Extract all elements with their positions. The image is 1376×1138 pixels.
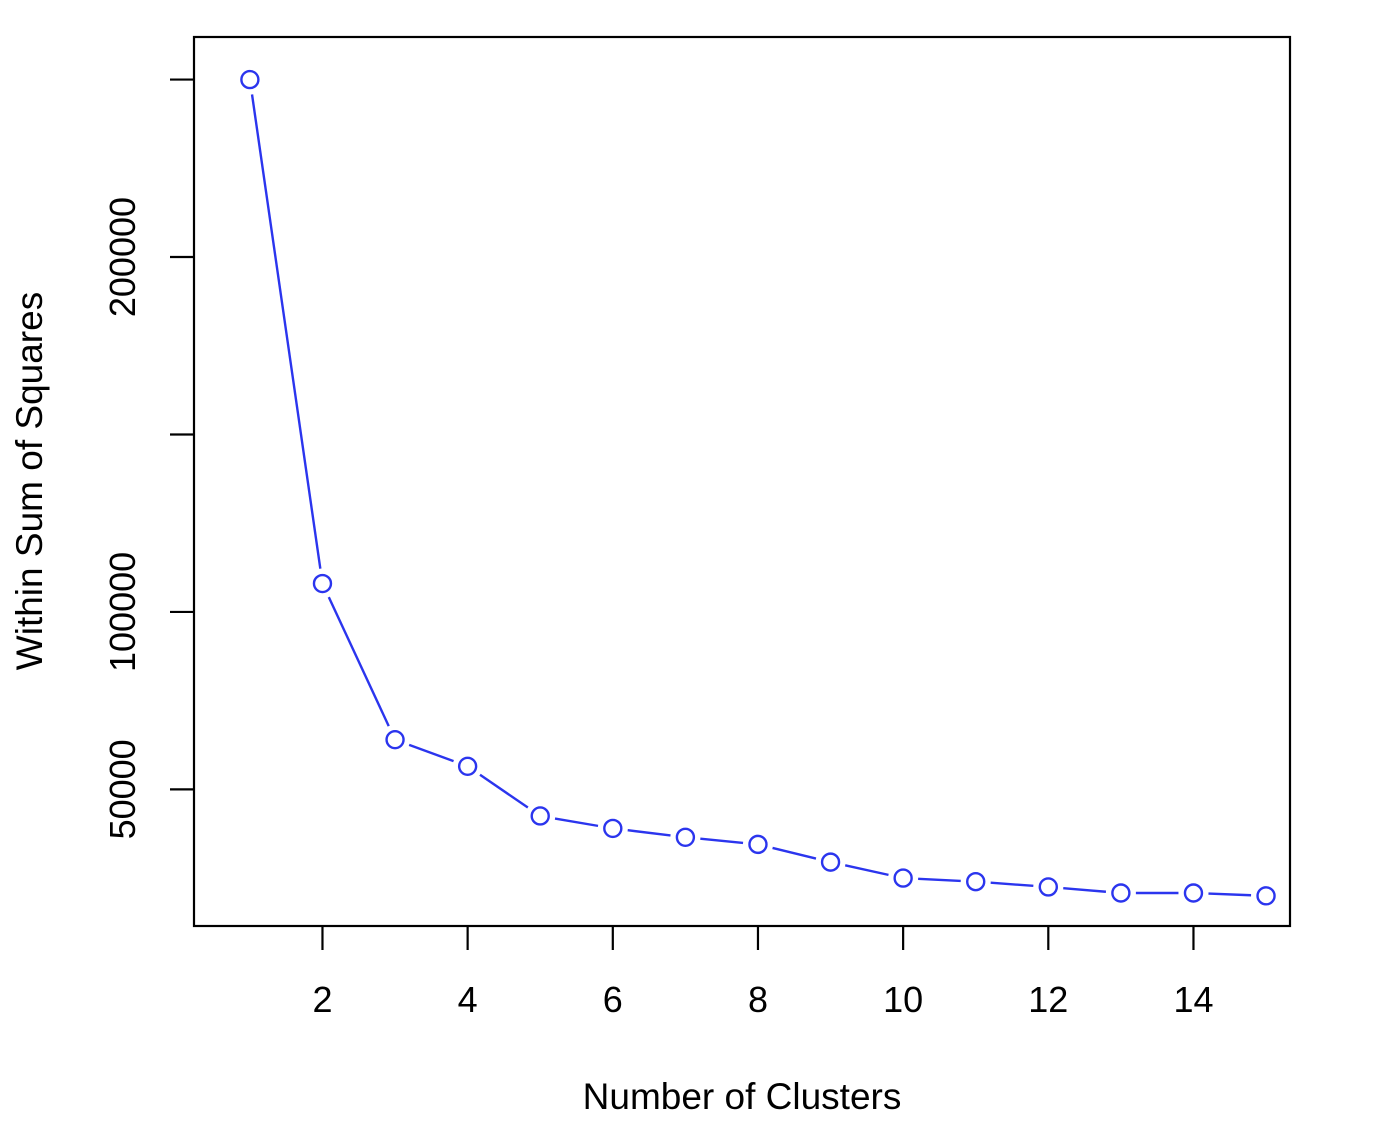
data-point-k3 [385,729,405,750]
line-segment [918,877,961,883]
data-point-k7 [675,827,696,847]
line-segment [408,743,454,763]
line-segment [479,773,529,809]
x-tick-label-8: 8 [748,979,768,1020]
line-segment [554,817,599,828]
x-tick-label-2: 2 [312,979,332,1020]
x-tick-label-10: 10 [883,979,923,1020]
y-tick-label-50000: 50000 [102,739,143,839]
data-point-k1 [240,69,260,90]
data-point-k5 [530,806,550,826]
y-axis-title: Within Sum of Squares [9,292,50,670]
line-segment [1208,892,1252,897]
line-segment [250,94,322,569]
data-point-k14 [1183,883,1204,903]
line-segment [844,864,889,877]
line-segment [1063,887,1107,893]
x-tick-label-6: 6 [603,979,623,1020]
data-point-k15 [1256,886,1276,906]
line-segment [700,837,744,845]
data-point-k6 [603,818,623,839]
data-point-k10 [893,868,913,888]
data-point-k4 [457,756,478,776]
y-tick-label-200000: 200000 [102,197,143,317]
data-point-k2 [312,573,333,594]
data-point-k12 [1038,877,1058,897]
x-axis-title: Number of Clusters [583,1076,902,1117]
x-tick-label-4: 4 [458,979,478,1020]
line-segment [772,846,817,860]
y-axis: 50000 100000 200000 [102,78,194,839]
data-point-k8 [748,834,768,855]
plot-frame [192,35,1292,928]
line-segment [327,596,390,727]
line-segment [990,881,1034,888]
x-tick-label-14: 14 [1173,979,1213,1020]
x-axis: 2 4 6 8 10 12 14 [312,926,1213,1020]
data-point-k11 [966,871,986,892]
data-point-k13 [1111,883,1131,903]
data-point-k9 [820,852,841,872]
y-tick-label-100000: 100000 [102,552,143,672]
series-within-ss [240,69,1276,906]
line-segment [627,829,671,837]
x-tick-label-12: 12 [1028,979,1068,1020]
